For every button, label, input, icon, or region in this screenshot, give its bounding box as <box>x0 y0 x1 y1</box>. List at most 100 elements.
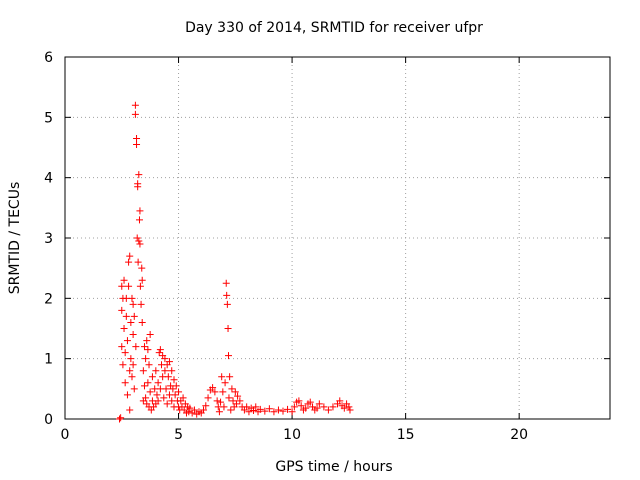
data-point <box>126 406 134 414</box>
data-point <box>346 406 354 414</box>
data-point <box>133 140 141 148</box>
data-point <box>129 361 137 369</box>
data-point <box>139 367 147 375</box>
data-point <box>142 394 150 402</box>
data-point <box>136 282 144 290</box>
data-point <box>161 355 169 363</box>
data-point <box>153 391 161 399</box>
data-point <box>243 403 251 411</box>
data-point <box>202 402 210 410</box>
data-point <box>236 397 244 405</box>
data-point <box>140 382 148 390</box>
data-point <box>186 404 194 412</box>
data-point <box>204 394 212 402</box>
data-point <box>227 406 235 414</box>
data-point <box>135 171 143 179</box>
data-point <box>138 276 146 284</box>
data-point <box>144 379 152 387</box>
data-point <box>142 355 150 363</box>
data-point <box>120 325 128 332</box>
data-point <box>270 408 278 416</box>
data-point <box>274 406 282 414</box>
data-point <box>143 337 151 345</box>
y-tick-label: 3 <box>44 231 53 247</box>
data-point <box>324 406 332 414</box>
x-axis-title: GPS time / hours <box>275 459 392 475</box>
data-point <box>133 134 141 142</box>
data-point <box>133 234 141 242</box>
data-point <box>118 306 126 314</box>
data-point <box>127 318 135 326</box>
data-point <box>140 343 148 351</box>
data-point <box>134 183 142 191</box>
data-point <box>154 397 162 405</box>
data-point <box>171 391 179 399</box>
data-point <box>223 291 231 299</box>
data-point <box>252 403 260 411</box>
data-point <box>123 337 131 345</box>
data-point <box>340 404 348 412</box>
axis-ticks: 0 5 10 15 20 0 1 2 3 4 5 6 <box>44 50 610 443</box>
y-tick-label: 2 <box>44 291 53 307</box>
chart-title: Day 330 of 2014, SRMTID for receiver ufp… <box>185 20 483 36</box>
data-point <box>306 398 314 406</box>
data-point <box>116 415 123 423</box>
data-point <box>279 407 287 415</box>
y-axis-title: SRMTID / TECUs <box>7 182 23 295</box>
data-point <box>132 343 140 351</box>
data-point <box>146 331 154 339</box>
data-point <box>127 355 135 363</box>
data-point <box>234 392 242 400</box>
data-point <box>125 258 133 266</box>
data-point <box>284 405 292 413</box>
data-point <box>215 408 223 416</box>
data-point <box>138 264 146 272</box>
x-tick-label: 15 <box>397 427 415 443</box>
data-point <box>130 312 138 320</box>
data-point <box>336 397 344 405</box>
data-point <box>165 358 173 366</box>
data-point <box>170 376 178 384</box>
data-point <box>218 373 226 381</box>
y-tick-label: 0 <box>44 412 53 428</box>
x-tick-label: 20 <box>510 427 528 443</box>
data-point <box>179 394 187 402</box>
data-point <box>155 349 163 357</box>
data-point <box>169 385 177 393</box>
data-point <box>160 394 168 402</box>
data-point <box>249 407 257 415</box>
data-point <box>200 406 208 414</box>
data-point <box>302 404 310 412</box>
data-point <box>232 400 240 408</box>
data-point <box>229 397 237 405</box>
data-point <box>313 404 321 412</box>
data-point <box>211 388 219 396</box>
data-point <box>345 403 353 411</box>
y-tick-label: 5 <box>44 110 53 126</box>
data-point <box>152 367 160 375</box>
data-point <box>146 388 154 396</box>
x-tick-label: 5 <box>174 427 183 443</box>
data-point <box>135 237 143 245</box>
data-point <box>223 300 231 308</box>
data-point <box>123 391 131 399</box>
data-point <box>138 318 146 326</box>
data-point <box>154 379 162 387</box>
data-point <box>129 331 137 339</box>
data-point <box>137 300 145 308</box>
data-point <box>288 408 296 416</box>
x-tick-label: 10 <box>283 427 301 443</box>
data-point <box>163 400 171 408</box>
data-point <box>221 379 229 387</box>
data-point <box>118 282 126 290</box>
data-point <box>129 300 137 308</box>
data-point <box>315 400 323 408</box>
data-point <box>145 361 153 369</box>
y-tick-label: 6 <box>44 50 53 66</box>
data-point <box>185 408 193 416</box>
data-point <box>118 343 126 351</box>
data-point <box>131 101 139 109</box>
data-point <box>190 406 198 414</box>
data-point <box>136 207 144 215</box>
